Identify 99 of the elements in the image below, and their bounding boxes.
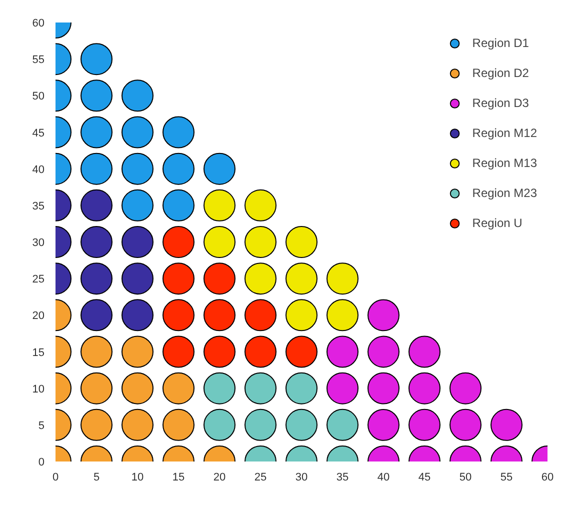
x-tick-label: 10 [131,472,144,484]
point [244,262,276,295]
point [162,226,194,258]
point [122,116,154,148]
y-tick-label: 0 [38,456,45,468]
point [368,372,400,404]
point [408,336,440,368]
point [204,189,236,222]
point [450,372,482,404]
point [122,336,154,368]
point [286,336,318,368]
point [326,408,358,441]
point [162,299,194,332]
x-tick-label: 35 [336,472,349,484]
point [286,262,318,295]
point [122,226,154,258]
point [162,262,194,295]
x-tick-label: 40 [377,472,390,484]
point [450,408,482,441]
legend-label: Region M12 [472,126,537,140]
y-tick-label: 20 [32,310,45,322]
point [122,299,154,332]
y-tick-label: 60 [32,18,45,30]
y-tick-label: 10 [32,383,45,396]
point [80,336,112,368]
y-tick-label: 15 [32,346,45,359]
point [80,299,112,332]
point [368,299,400,332]
point [122,408,154,441]
point [244,226,276,258]
point [162,189,194,222]
point [204,262,236,295]
x-tick-label: 5 [93,472,100,484]
point [326,372,358,404]
point [490,408,522,441]
point [286,372,318,404]
legend-label: Region D1 [472,36,529,50]
point [162,336,194,368]
point [80,262,112,295]
point [122,262,154,295]
y-tick-label: 5 [38,420,45,432]
point [286,408,318,441]
x-tick-label: 15 [172,472,185,484]
point [122,152,154,185]
point [80,116,112,148]
point [162,408,194,441]
point [286,299,318,332]
point [244,408,276,441]
x-tick-label: 20 [213,472,226,484]
point [80,43,112,76]
x-tick-label: 60 [541,472,554,484]
point [80,189,112,222]
point [204,372,236,404]
point [204,299,236,332]
point [368,336,400,368]
point [80,408,112,441]
point [244,189,276,222]
legend-label: Region D3 [472,96,529,110]
legend-label: Region D2 [472,66,529,80]
point [204,336,236,368]
point [244,372,276,404]
point [80,152,112,185]
y-tick-label: 25 [32,274,45,286]
y-tick-label: 55 [32,54,45,66]
point [326,299,358,332]
x-tick-label: 25 [254,472,267,484]
point [80,226,112,258]
point [122,80,154,112]
point [408,408,440,441]
point [326,336,358,368]
legend-label: Region M13 [472,156,537,170]
legend-label: Region U [472,216,522,230]
point [244,299,276,332]
y-tick-label: 45 [32,127,45,140]
point [326,262,358,295]
point [162,152,194,185]
point [204,408,236,441]
point [162,372,194,404]
y-tick-label: 50 [32,90,45,103]
point [80,80,112,112]
point [80,372,112,404]
x-tick-label: 55 [500,472,513,484]
point [286,226,318,258]
point [204,152,236,185]
y-tick-label: 35 [32,200,45,212]
point [122,372,154,404]
x-tick-label: 50 [459,472,472,484]
point [244,336,276,368]
x-tick-label: 0 [52,472,59,484]
x-tick-label: 30 [295,472,308,484]
x-tick-label: 45 [418,472,431,484]
y-tick-label: 30 [32,237,45,249]
point [408,372,440,404]
legend-label: Region M23 [472,186,537,200]
point [204,226,236,258]
point [122,189,154,222]
y-tick-label: 40 [32,164,45,176]
point [368,408,400,441]
point [162,116,194,148]
